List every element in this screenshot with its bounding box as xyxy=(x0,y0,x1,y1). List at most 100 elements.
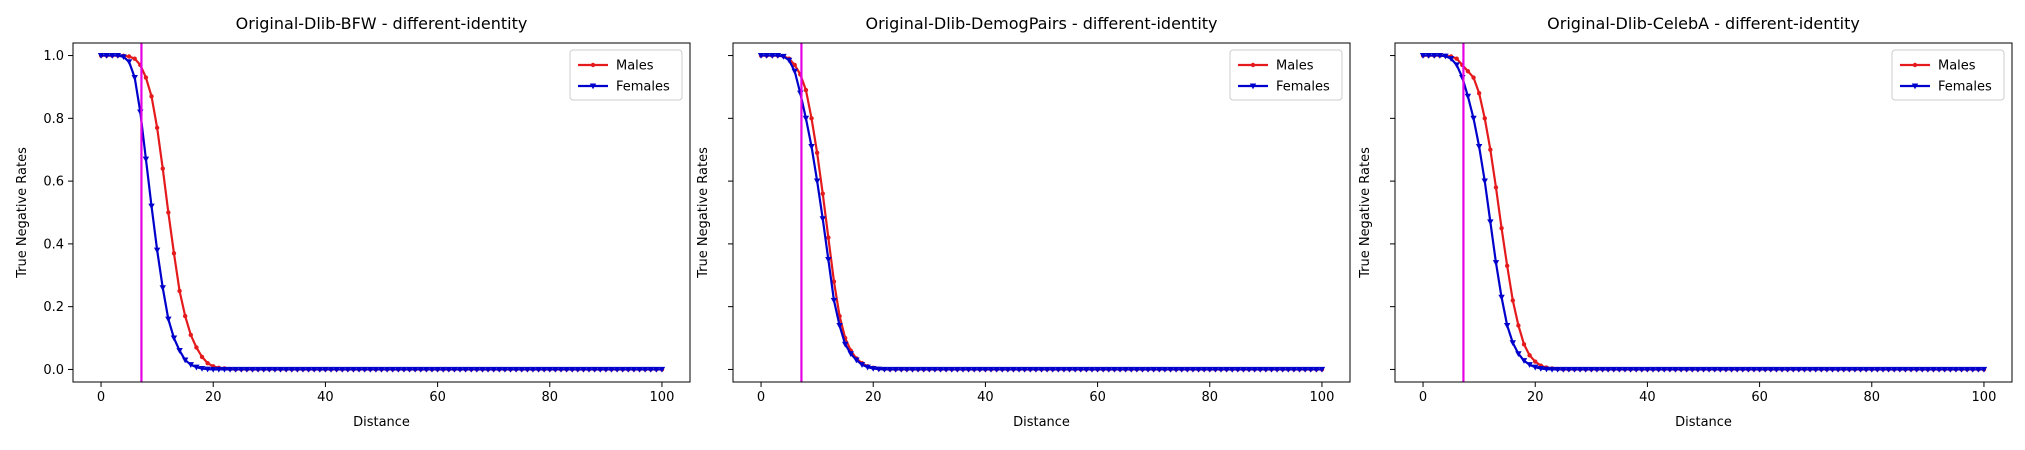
legend-marker-females xyxy=(589,83,597,90)
data-point-males xyxy=(205,360,210,366)
x-tick-label: 60 xyxy=(1751,390,1768,405)
data-point-females xyxy=(1801,366,1808,373)
data-point-females xyxy=(327,366,335,373)
data-point-males xyxy=(171,251,177,256)
data-point-females xyxy=(1705,366,1713,373)
chart-panel-3: Original-Dlib-CelebA - different-identit… xyxy=(1358,14,2013,430)
data-point-females xyxy=(372,366,380,373)
data-point-females xyxy=(1576,366,1584,373)
data-point-females xyxy=(1790,366,1797,373)
data-point-females xyxy=(434,366,441,373)
data-point-females xyxy=(473,366,481,373)
data-point-females xyxy=(1689,366,1696,373)
data-point-females xyxy=(1515,351,1522,357)
data-point-females xyxy=(1133,366,1141,373)
data-point-females xyxy=(232,366,239,373)
chart-panel-2: Original-Dlib-DemogPairs - different-ide… xyxy=(696,14,1351,430)
data-point-females xyxy=(1879,366,1887,373)
data-point-females xyxy=(1436,52,1444,59)
data-point-males xyxy=(182,313,188,319)
data-point-males xyxy=(166,210,171,215)
data-point-females xyxy=(1767,366,1775,373)
data-point-females xyxy=(355,366,363,373)
legend-marker-females xyxy=(1911,83,1919,90)
data-point-females xyxy=(1038,366,1045,373)
data-point-females xyxy=(1217,366,1225,373)
data-point-females xyxy=(271,366,279,373)
data-point-females xyxy=(819,216,826,222)
data-point-females xyxy=(333,366,340,373)
data-point-females xyxy=(1212,366,1219,373)
data-point-females xyxy=(468,366,475,373)
data-point-females xyxy=(563,366,570,373)
data-point-females xyxy=(1229,366,1236,373)
data-point-females xyxy=(597,366,604,373)
data-point-females xyxy=(841,341,849,348)
data-point-females xyxy=(496,366,503,373)
data-point-females xyxy=(1156,366,1163,373)
data-point-females xyxy=(97,52,105,59)
legend-marker-males xyxy=(1912,62,1918,68)
data-point-females xyxy=(266,366,273,373)
data-point-females xyxy=(1301,366,1309,373)
data-point-females xyxy=(1543,366,1550,373)
x-tick-label: 100 xyxy=(650,390,675,405)
data-point-males xyxy=(143,75,149,80)
data-point-females xyxy=(1172,366,1180,373)
data-point-females xyxy=(954,366,961,373)
data-point-females xyxy=(1425,52,1432,59)
series-line-females xyxy=(101,54,662,371)
data-point-females xyxy=(970,366,978,373)
chart-title: Original-Dlib-DemogPairs - different-ide… xyxy=(865,14,1217,33)
data-point-females xyxy=(1818,366,1825,373)
data-point-females xyxy=(785,57,793,64)
data-point-females xyxy=(1963,366,1971,373)
data-point-females xyxy=(1503,322,1511,329)
data-point-females xyxy=(1257,366,1264,373)
data-point-females xyxy=(1599,366,1606,373)
x-axis-label: Distance xyxy=(1675,415,1732,430)
data-point-males xyxy=(132,56,137,61)
legend-box xyxy=(1891,49,2005,101)
data-point-females xyxy=(512,366,520,373)
data-point-females xyxy=(1475,144,1483,150)
data-point-males xyxy=(814,150,820,156)
data-point-females xyxy=(490,366,497,373)
legend-marker-males xyxy=(590,62,596,68)
data-point-females xyxy=(411,366,419,373)
data-point-females xyxy=(1083,366,1090,373)
data-point-females xyxy=(1027,366,1034,373)
x-tick-label: 20 xyxy=(205,390,222,405)
legend: Males Females xyxy=(1891,49,2005,101)
data-point-females xyxy=(400,366,408,373)
data-point-females xyxy=(1509,340,1516,346)
data-point-females xyxy=(1447,56,1455,62)
legend-label-females: Females xyxy=(1276,80,1330,95)
data-point-females xyxy=(406,366,413,373)
data-point-females xyxy=(210,366,217,373)
data-point-females xyxy=(1459,74,1466,81)
data-point-males xyxy=(809,116,814,121)
data-point-males xyxy=(1465,69,1471,74)
data-point-males xyxy=(199,354,205,360)
data-point-females xyxy=(120,54,127,61)
data-point-females xyxy=(1273,366,1281,373)
data-point-females xyxy=(1941,366,1948,373)
y-tick-label: 0.4 xyxy=(43,237,64,252)
data-point-females xyxy=(524,366,531,373)
data-point-males xyxy=(1521,342,1527,347)
data-point-females xyxy=(920,366,927,373)
data-point-females xyxy=(1481,178,1488,185)
data-point-females xyxy=(853,357,860,364)
x-tick-label: 80 xyxy=(541,390,558,405)
data-point-females xyxy=(1442,53,1449,60)
data-point-females xyxy=(109,52,116,59)
data-point-females xyxy=(1874,366,1881,373)
data-point-females xyxy=(1857,366,1864,373)
data-point-females xyxy=(1560,366,1567,373)
data-point-females xyxy=(1958,366,1965,373)
data-point-females xyxy=(310,366,318,373)
data-point-females xyxy=(881,366,888,373)
data-point-females xyxy=(226,366,234,373)
